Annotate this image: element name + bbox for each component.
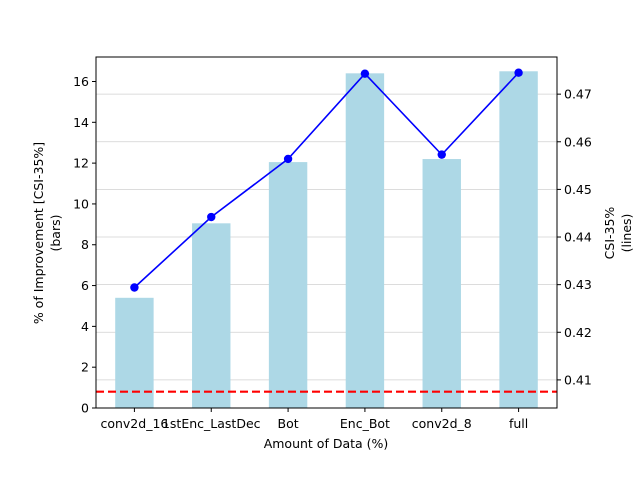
right-tick-label: 0.43 <box>564 277 592 292</box>
bar-layer <box>115 71 538 408</box>
x-tick-label: full <box>509 416 528 431</box>
right-tick-label: 0.46 <box>564 134 592 149</box>
x-tick-label: conv2d_8 <box>412 416 472 431</box>
right-axis-label-line2: (lines) <box>619 214 634 253</box>
right-tick-label: 0.44 <box>564 230 592 245</box>
right-axis-label-sub: (lines) <box>619 214 634 253</box>
left-axis-label: % of Improvement [CSI-35%] <box>31 142 46 324</box>
left-tick-label: 12 <box>73 156 89 171</box>
x-tick-label: conv2d_16 <box>100 416 168 431</box>
left-axis-label-line1: % of Improvement [CSI-35%] <box>31 142 46 324</box>
left-axis-label-line2: (bars) <box>48 215 63 252</box>
left-tick-label: 0 <box>81 401 89 416</box>
bar <box>499 71 538 408</box>
right-tick-label: 0.45 <box>564 182 592 197</box>
left-tick-label: 16 <box>73 74 89 89</box>
left-tick-label: 8 <box>81 237 89 252</box>
bar <box>192 223 231 408</box>
left-axis-label-sub: (bars) <box>48 215 63 252</box>
bar <box>345 73 385 408</box>
left-tick-label: 4 <box>81 319 89 334</box>
right-tick-label: 0.47 <box>564 87 592 102</box>
line-point <box>360 69 370 78</box>
x-tick-label: Enc_Bot <box>340 416 390 431</box>
right-axis: 0.41 0.42 0.43 0.44 0.45 0.46 0.47 <box>557 87 592 387</box>
line-point <box>283 154 293 164</box>
bar <box>268 162 308 408</box>
right-tick-label: 0.42 <box>564 325 592 340</box>
line-layer <box>130 68 523 292</box>
line-point <box>207 212 216 222</box>
right-axis-label: CSI-35% <box>602 207 617 260</box>
line-point <box>514 68 523 77</box>
line-point <box>437 150 446 159</box>
right-axis-label-line1: CSI-35% <box>602 207 617 260</box>
plot-frame <box>95 56 558 409</box>
left-tick-label: 10 <box>73 196 89 211</box>
bar <box>115 297 154 408</box>
left-axis: 0 2 4 6 8 10 12 14 16 <box>73 74 96 416</box>
grid-layer <box>96 93 557 381</box>
left-tick-label: 14 <box>73 115 89 130</box>
x-tick-label: Bot <box>278 416 299 431</box>
x-axis-label: Amount of Data (%) <box>264 436 389 451</box>
line-series <box>133 72 520 289</box>
bar <box>422 159 461 408</box>
left-tick-label: 2 <box>81 360 89 375</box>
line-point <box>130 283 139 292</box>
left-tick-label: 6 <box>81 278 89 293</box>
x-tick-label: 1stEnc_LastDec <box>162 416 261 431</box>
right-tick-label: 0.41 <box>564 372 592 387</box>
